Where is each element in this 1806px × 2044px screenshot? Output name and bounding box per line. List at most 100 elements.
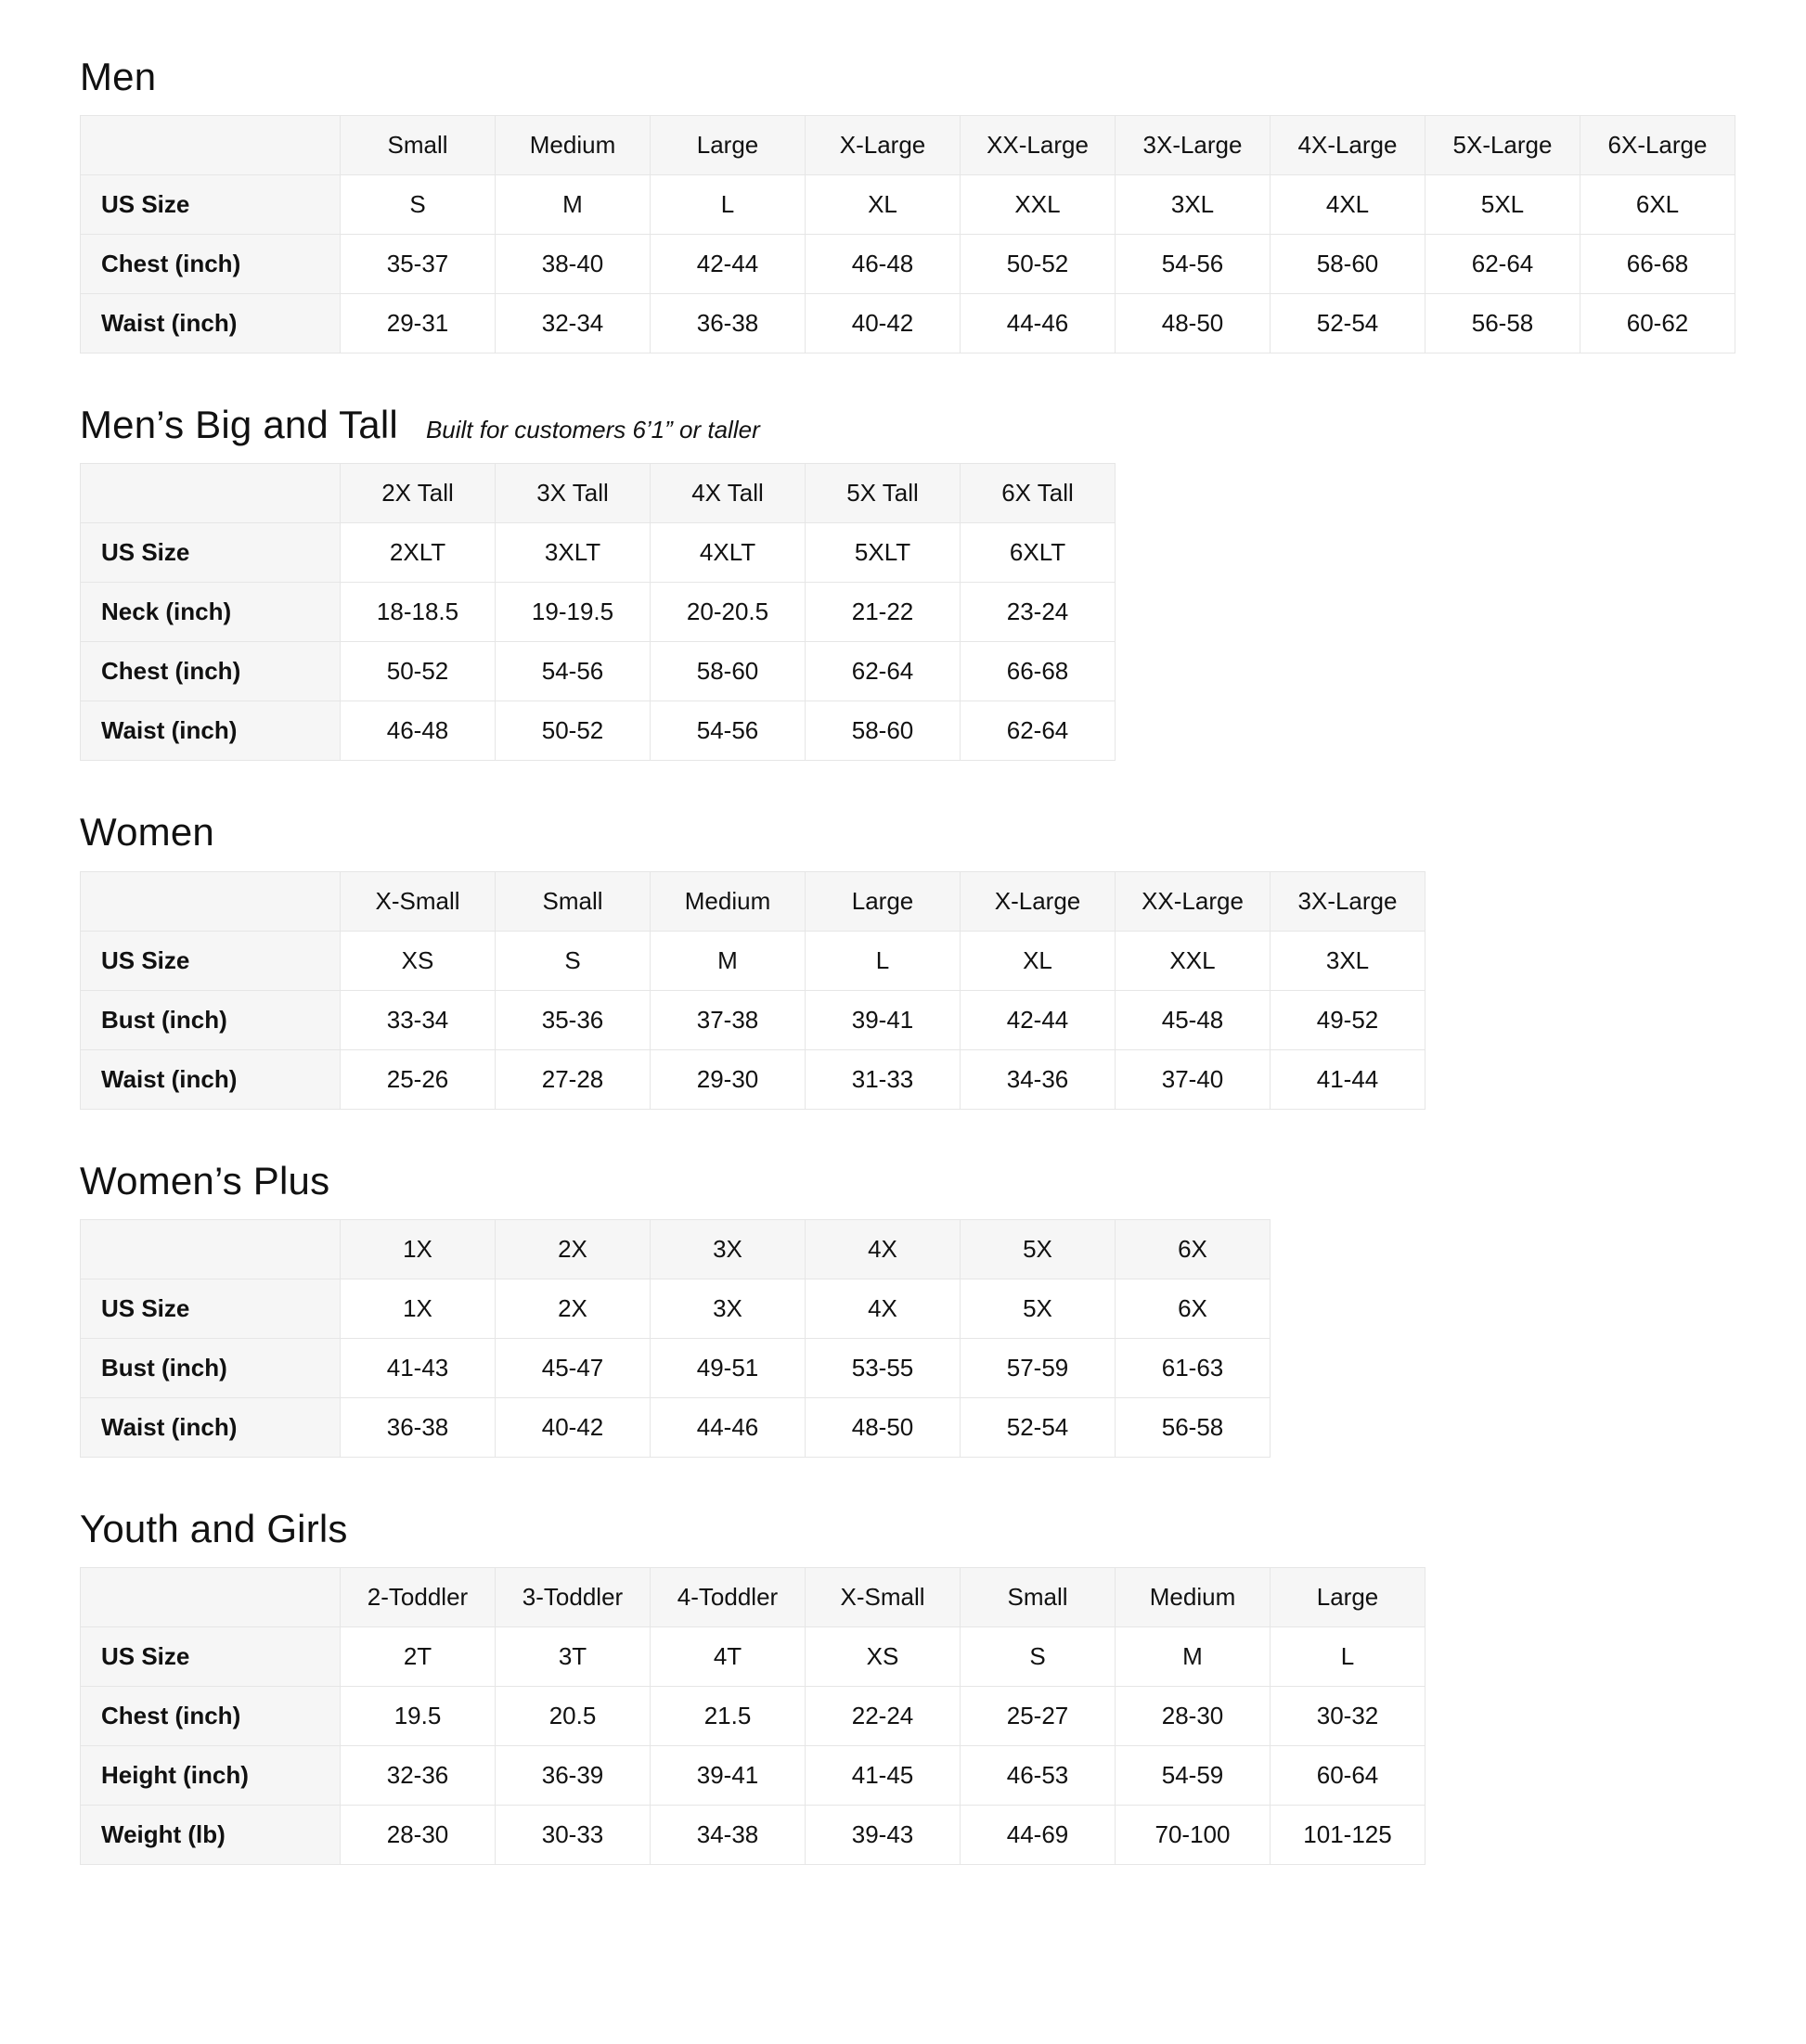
- table-cell: 19-19.5: [495, 582, 651, 643]
- table-cell: 54-56: [1115, 234, 1271, 295]
- table-cell: 56-58: [1425, 293, 1580, 354]
- row-label: Chest (inch): [80, 641, 341, 702]
- table-cell: 54-59: [1115, 1744, 1271, 1806]
- table-cell: 4XLT: [650, 522, 806, 584]
- size-table-mens-big-and-tall: 2X Tall 3X Tall 4X Tall 5X Tall 6X Tall US Si…: [80, 463, 1116, 762]
- table-cell: 42-44: [650, 234, 806, 295]
- table-cell: 20.5: [495, 1685, 651, 1746]
- table-row: Waist (inch) 29-31 32-34 36-38 40-42 44-46 48-…: [80, 293, 1735, 354]
- table-row: US Size 2XLT 3XLT 4XLT 5XLT 6XLT: [80, 522, 1116, 584]
- row-label: Waist (inch): [80, 1396, 341, 1458]
- column-header: 3X Tall: [495, 463, 651, 524]
- row-label: US Size: [80, 1626, 341, 1687]
- column-header: Medium: [650, 870, 806, 932]
- size-table-women: X-Small Small Medium Large X-Large XX-Large 3X…: [80, 870, 1425, 1110]
- column-header: 3X: [650, 1218, 806, 1279]
- row-label: US Size: [80, 1278, 341, 1339]
- table-cell: 6XLT: [960, 522, 1116, 584]
- table-cell: 58-60: [650, 641, 806, 702]
- table-cell: 49-52: [1270, 989, 1425, 1050]
- size-chart-sections: Men Small Medium Large X-Large XX-Large 3X-Lar…: [80, 55, 1806, 1865]
- table-cell: XS: [805, 1626, 961, 1687]
- table-cell: 45-48: [1115, 989, 1271, 1050]
- table-cell: L: [650, 174, 806, 236]
- table-cell: 27-28: [495, 1048, 651, 1110]
- table-cell: 6XL: [1580, 174, 1735, 236]
- column-header: X-Small: [805, 1566, 961, 1627]
- table-cell: 61-63: [1115, 1337, 1271, 1398]
- column-header: X-Large: [805, 115, 961, 176]
- table-cell: M: [495, 174, 651, 236]
- column-header: Small: [340, 115, 496, 176]
- table-cell: 60-64: [1270, 1744, 1425, 1806]
- table-cell: 39-41: [650, 1744, 806, 1806]
- table-cell: 21-22: [805, 582, 961, 643]
- table-cell: 52-54: [960, 1396, 1116, 1458]
- row-label: Chest (inch): [80, 1685, 341, 1746]
- table-row: Weight (lb) 28-30 30-33 34-38 39-43 44-69 70-1…: [80, 1804, 1425, 1865]
- table-cell: 29-31: [340, 293, 496, 354]
- column-header: 1X: [340, 1218, 496, 1279]
- table-cell: 56-58: [1115, 1396, 1271, 1458]
- table-cell: 44-69: [960, 1804, 1116, 1865]
- row-label: Waist (inch): [80, 701, 341, 762]
- size-section-mens-big-and-tall: Men’s Big and Tall Built for customers 6’…: [80, 403, 1806, 762]
- section-subtitle: Built for customers 6’1” or taller: [425, 416, 760, 444]
- row-label: Waist (inch): [80, 293, 341, 354]
- column-header: Large: [650, 115, 806, 176]
- table-cell: 46-48: [805, 234, 961, 295]
- table-cell: 38-40: [495, 234, 651, 295]
- table-cell: S: [960, 1626, 1116, 1687]
- table-cell: 32-34: [495, 293, 651, 354]
- row-label: Height (inch): [80, 1744, 341, 1806]
- table-cell: 48-50: [1115, 293, 1271, 354]
- table-cell: 3X: [650, 1278, 806, 1339]
- table-corner-cell: [80, 1566, 341, 1627]
- column-header: 6X-Large: [1580, 115, 1735, 176]
- size-table-youth-and-girls: 2-Toddler 3-Toddler 4-Toddler X-Small Small M…: [80, 1566, 1425, 1865]
- table-cell: 35-37: [340, 234, 496, 295]
- table-cell: 33-34: [340, 989, 496, 1050]
- table-row: US Size 1X 2X 3X 4X 5X 6X: [80, 1278, 1271, 1339]
- section-header: Women’s Plus: [80, 1158, 1806, 1202]
- table-cell: 25-27: [960, 1685, 1116, 1746]
- table-cell: 39-41: [805, 989, 961, 1050]
- table-cell: 58-60: [1270, 234, 1425, 295]
- table-cell: 22-24: [805, 1685, 961, 1746]
- section-title: Women’s Plus: [80, 1158, 330, 1202]
- table-cell: 21.5: [650, 1685, 806, 1746]
- row-label: US Size: [80, 930, 341, 991]
- column-header: 3X-Large: [1270, 870, 1425, 932]
- table-cell: XS: [340, 930, 496, 991]
- table-row: Bust (inch) 41-43 45-47 49-51 53-55 57-59 61-6…: [80, 1337, 1271, 1398]
- table-cell: 49-51: [650, 1337, 806, 1398]
- table-cell: 4T: [650, 1626, 806, 1687]
- row-label: US Size: [80, 522, 341, 584]
- size-section-womens-plus: Women’s Plus 1X 2X 3X 4X 5X 6X US Size 1X 2X 3X 4X 5…: [80, 1158, 1806, 1458]
- row-label: Bust (inch): [80, 1337, 341, 1398]
- table-header-row: 2X Tall 3X Tall 4X Tall 5X Tall 6X Tall: [80, 463, 1116, 524]
- column-header: X-Small: [340, 870, 496, 932]
- table-cell: 53-55: [805, 1337, 961, 1398]
- table-cell: 40-42: [495, 1396, 651, 1458]
- table-corner-cell: [80, 870, 341, 932]
- section-header: Men’s Big and Tall Built for customers 6’…: [80, 403, 1806, 446]
- table-cell: 101-125: [1270, 1804, 1425, 1865]
- table-cell: M: [650, 930, 806, 991]
- size-section-women: Women X-Small Small Medium Large X-Large XX-La…: [80, 811, 1806, 1110]
- table-cell: 62-64: [960, 701, 1116, 762]
- column-header: 6X Tall: [960, 463, 1116, 524]
- table-cell: 46-53: [960, 1744, 1116, 1806]
- table-header-row: X-Small Small Medium Large X-Large XX-Large 3X…: [80, 870, 1425, 932]
- table-cell: 30-33: [495, 1804, 651, 1865]
- table-cell: 66-68: [960, 641, 1116, 702]
- table-cell: 2T: [340, 1626, 496, 1687]
- row-label: Chest (inch): [80, 234, 341, 295]
- row-label: Bust (inch): [80, 989, 341, 1050]
- size-section-youth-and-girls: Youth and Girls 2-Toddler 3-Toddler 4-Toddl…: [80, 1507, 1806, 1865]
- table-cell: 3XL: [1270, 930, 1425, 991]
- table-cell: 41-44: [1270, 1048, 1425, 1110]
- table-row: Height (inch) 32-36 36-39 39-41 41-45 46-53 54…: [80, 1744, 1425, 1806]
- table-header-row: 2-Toddler 3-Toddler 4-Toddler X-Small Small M…: [80, 1566, 1425, 1627]
- table-cell: 62-64: [805, 641, 961, 702]
